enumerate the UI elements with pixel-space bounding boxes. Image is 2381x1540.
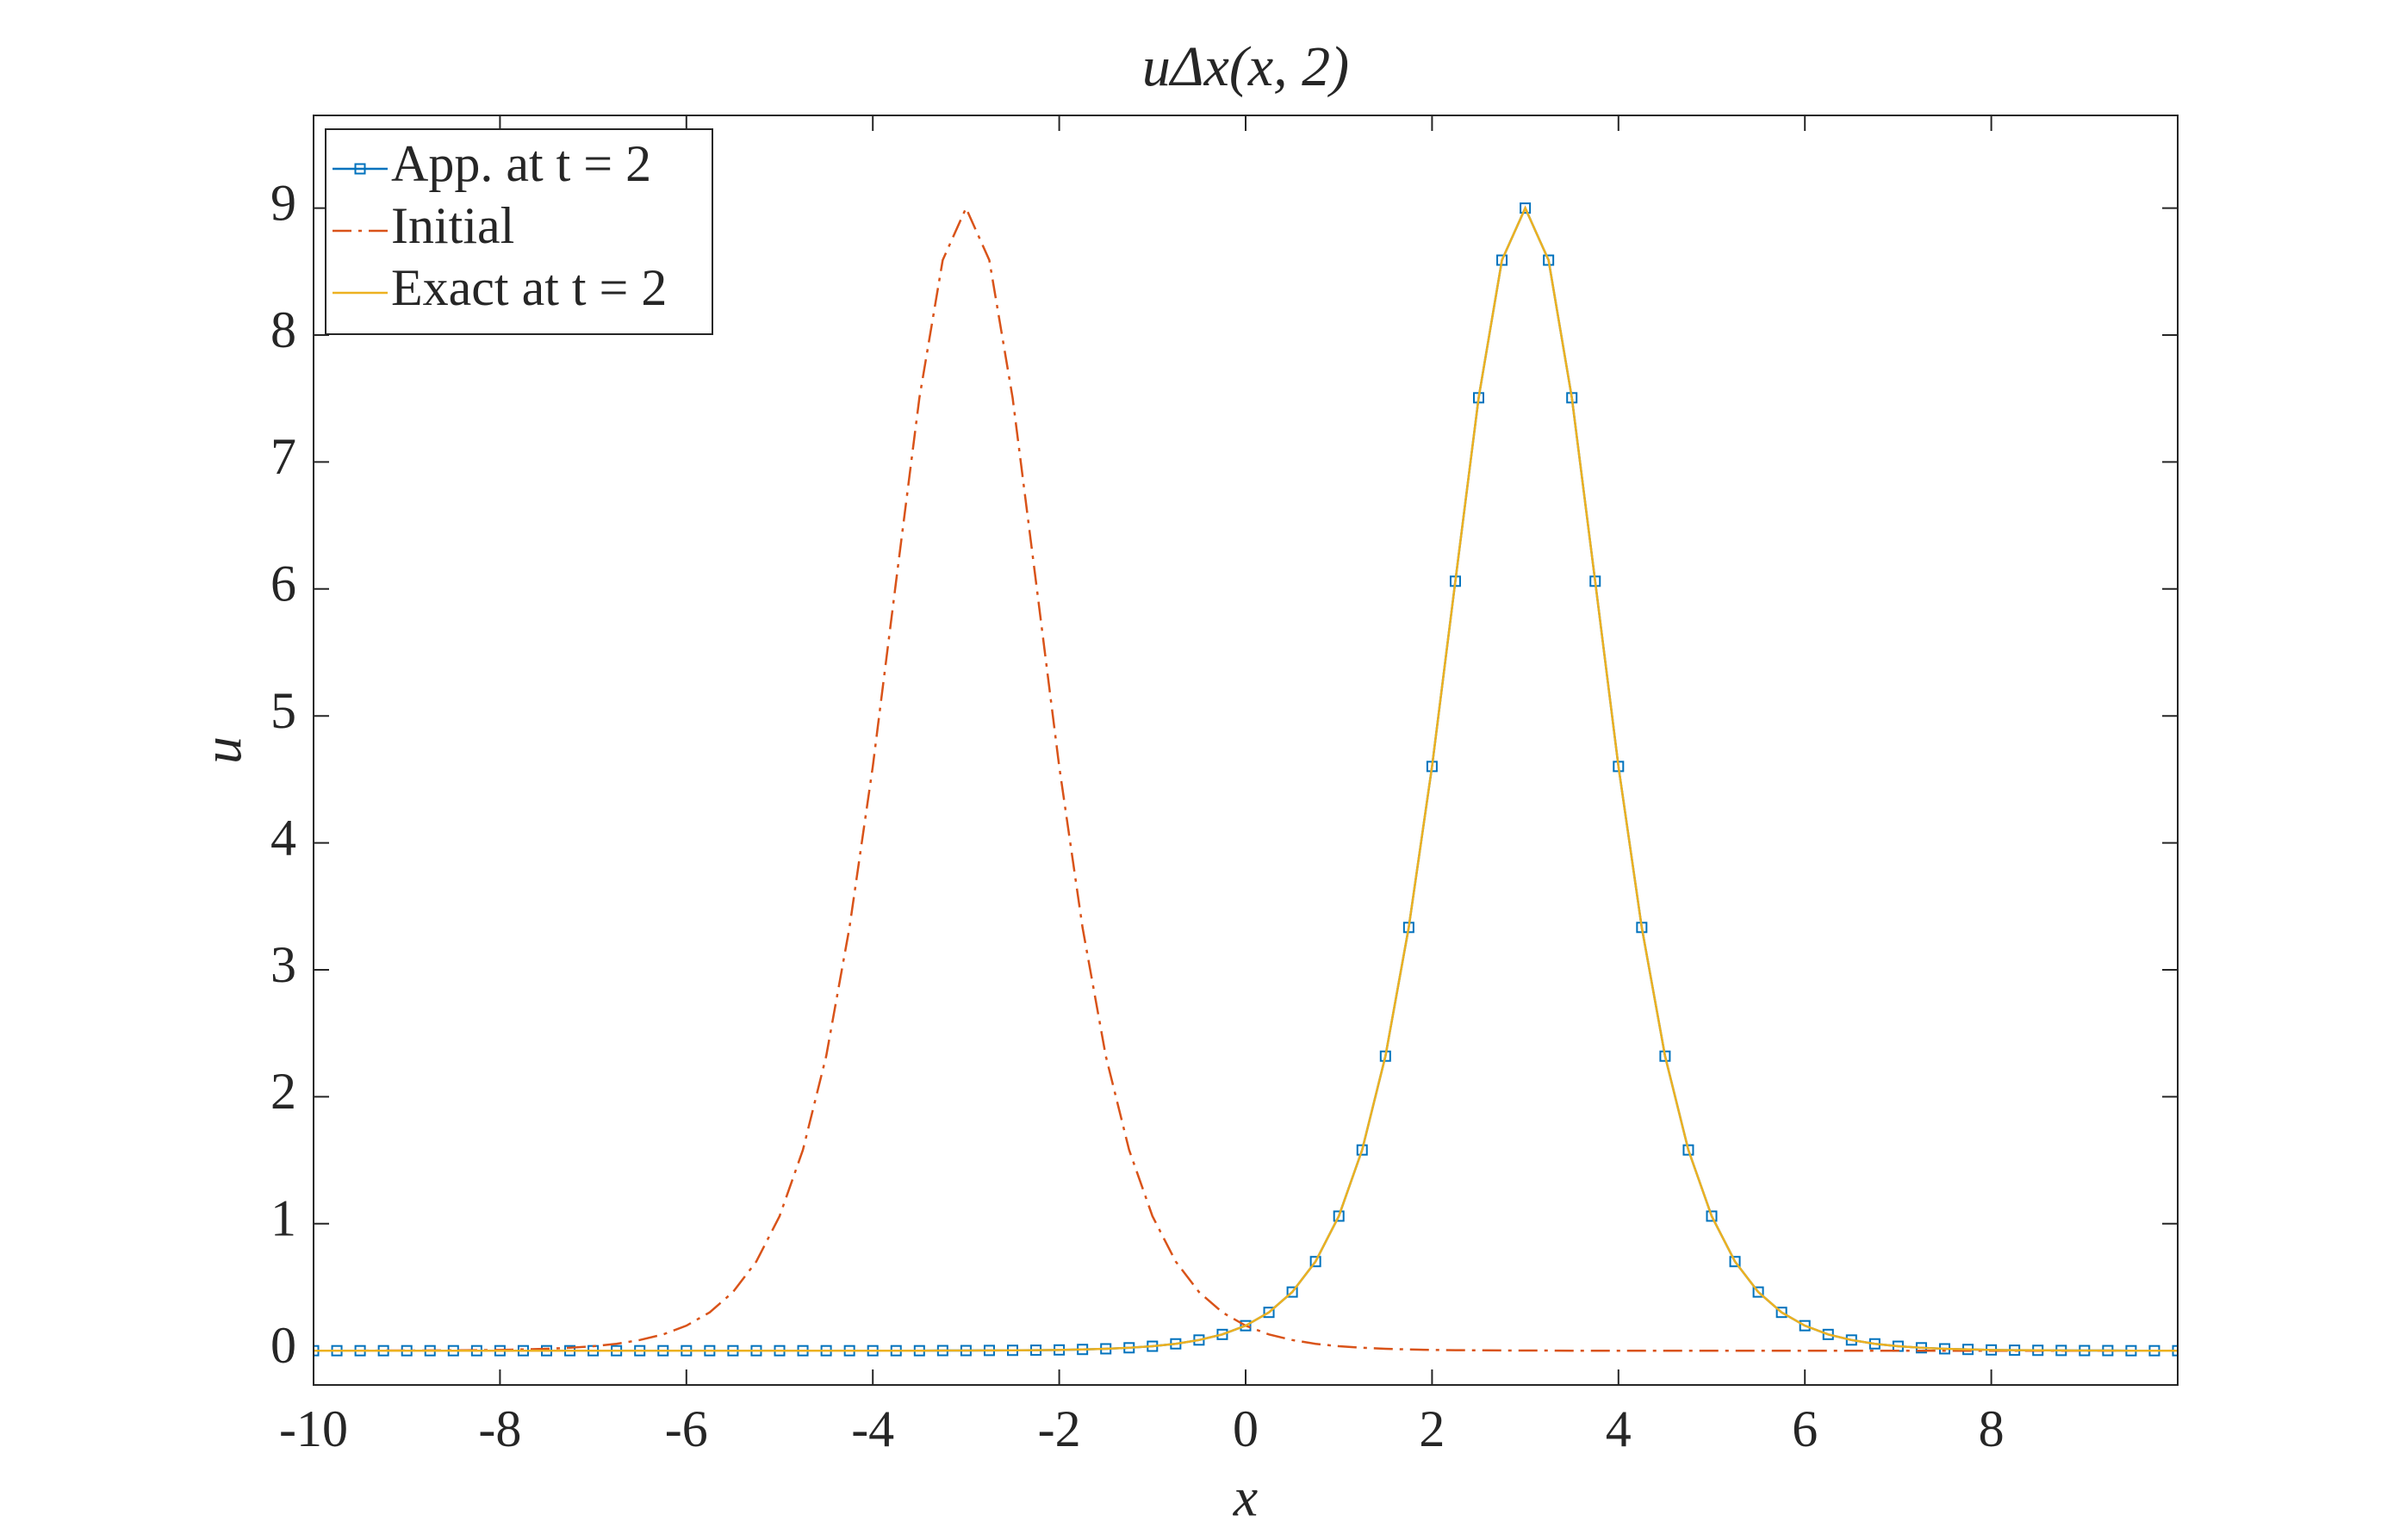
legend-label: Exact at t = 2 [391,259,667,316]
x-tick-label: -6 [665,1400,708,1457]
y-tick-label: 6 [270,556,296,612]
y-tick-label: 0 [270,1317,296,1374]
x-tick-label: -4 [851,1400,894,1457]
marker [1216,1328,1228,1340]
legend-marker [354,163,366,175]
x-tick-label: 2 [1419,1400,1445,1457]
x-tick-label: -8 [478,1400,521,1457]
marker [1520,202,1532,214]
legend-label: App. at t = 2 [391,135,651,192]
marker [1752,1286,1764,1298]
y-tick-label: 1 [270,1190,296,1247]
y-tick-label: 9 [270,174,296,231]
chart-title: uΔx(x, 2) [1142,35,1349,98]
marker [1263,1307,1275,1319]
marker [1309,1256,1321,1268]
y-tick-label: 2 [270,1063,296,1120]
marker [1706,1210,1718,1222]
marker [1356,1144,1368,1156]
series-line [314,205,2178,1352]
x-tick-label: 0 [1233,1400,1259,1457]
x-axis-label: x [1233,1467,1258,1528]
marker [1799,1320,1811,1332]
y-axis-label: u [192,736,253,764]
axes-box [313,115,2179,1386]
x-tick-label: 4 [1606,1400,1632,1457]
marker [1333,1210,1345,1222]
legend-label: Initial [391,197,514,254]
marker [1822,1328,1834,1340]
y-tick-label: 5 [270,682,296,739]
legend-box [325,128,713,335]
y-tick-label: 7 [270,428,296,485]
y-tick-label: 3 [270,936,296,993]
x-tick-label: 8 [1979,1400,2005,1457]
marker [1286,1286,1298,1298]
marker [1682,1144,1694,1156]
marker [1240,1320,1252,1332]
y-tick-label: 8 [270,301,296,358]
x-tick-label: -10 [279,1400,348,1457]
marker [1729,1256,1741,1268]
x-tick-label: 6 [1792,1400,1818,1457]
y-tick-label: 4 [270,809,296,866]
plot-area [314,202,2178,1357]
x-tick-label: -2 [1038,1400,1081,1457]
marker [1775,1307,1787,1319]
